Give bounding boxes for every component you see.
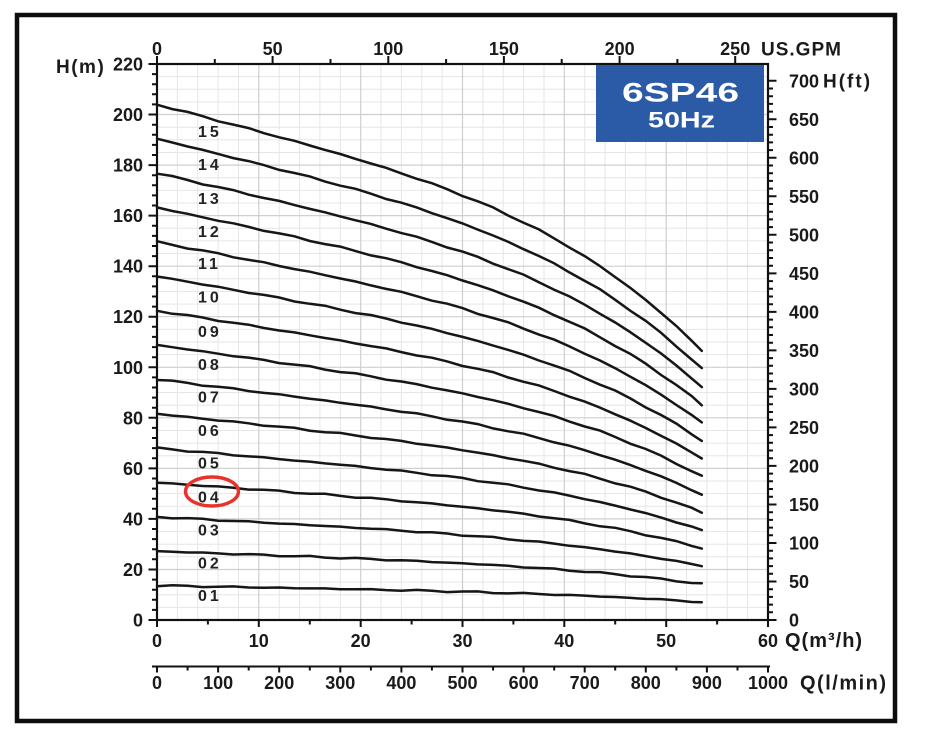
svg-text:500: 500: [789, 225, 819, 245]
svg-text:20: 20: [351, 631, 371, 651]
svg-text:200: 200: [789, 456, 819, 476]
svg-text:12: 12: [198, 224, 222, 241]
svg-text:Q(m³/h): Q(m³/h): [785, 630, 863, 652]
svg-text:01: 01: [198, 588, 222, 605]
svg-text:60: 60: [123, 459, 143, 479]
svg-text:150: 150: [789, 495, 819, 515]
svg-text:80: 80: [123, 408, 143, 428]
svg-text:160: 160: [113, 206, 143, 226]
svg-text:100: 100: [203, 673, 233, 693]
svg-text:05: 05: [198, 455, 222, 472]
svg-text:40: 40: [554, 631, 574, 651]
svg-text:0: 0: [133, 611, 143, 631]
svg-text:50: 50: [263, 39, 283, 59]
svg-text:100: 100: [373, 39, 403, 59]
svg-text:200: 200: [605, 39, 635, 59]
svg-text:150: 150: [489, 39, 519, 59]
svg-text:700: 700: [570, 673, 600, 693]
svg-text:250: 250: [789, 418, 819, 438]
svg-text:0: 0: [152, 39, 162, 59]
svg-text:0: 0: [152, 631, 162, 651]
svg-text:50: 50: [789, 572, 809, 592]
svg-text:400: 400: [386, 673, 416, 693]
svg-text:H(m): H(m): [56, 57, 105, 78]
svg-text:0: 0: [152, 673, 162, 693]
svg-text:09: 09: [198, 324, 222, 341]
svg-text:120: 120: [113, 307, 143, 327]
svg-text:04: 04: [198, 490, 222, 507]
svg-text:300: 300: [789, 379, 819, 399]
svg-text:13: 13: [198, 191, 222, 208]
svg-text:140: 140: [113, 257, 143, 277]
svg-text:40: 40: [123, 509, 143, 529]
svg-text:60: 60: [758, 631, 778, 651]
svg-text:Q(l/min): Q(l/min): [800, 673, 888, 695]
svg-text:07: 07: [198, 390, 222, 407]
svg-text:300: 300: [325, 673, 355, 693]
svg-text:800: 800: [631, 673, 661, 693]
svg-text:550: 550: [789, 187, 819, 207]
svg-text:400: 400: [789, 302, 819, 322]
svg-text:500: 500: [447, 673, 477, 693]
svg-text:03: 03: [198, 523, 222, 540]
svg-text:200: 200: [113, 105, 143, 125]
svg-text:10: 10: [198, 290, 222, 307]
svg-text:350: 350: [789, 341, 819, 361]
svg-text:08: 08: [198, 357, 222, 374]
svg-text:250: 250: [720, 39, 750, 59]
svg-text:220: 220: [113, 55, 143, 75]
svg-text:1000: 1000: [748, 673, 788, 693]
svg-text:02: 02: [198, 555, 222, 572]
svg-text:600: 600: [509, 673, 539, 693]
svg-text:650: 650: [789, 110, 819, 130]
svg-text:30: 30: [452, 631, 472, 651]
svg-text:450: 450: [789, 264, 819, 284]
svg-text:900: 900: [692, 673, 722, 693]
svg-text:180: 180: [113, 156, 143, 176]
svg-text:0: 0: [789, 611, 799, 631]
svg-text:600: 600: [789, 148, 819, 168]
svg-text:H(ft): H(ft): [823, 71, 872, 92]
svg-text:11: 11: [198, 256, 221, 273]
svg-text:14: 14: [198, 157, 222, 174]
svg-text:100: 100: [789, 534, 819, 554]
svg-text:700: 700: [789, 71, 819, 91]
svg-text:15: 15: [198, 124, 222, 141]
svg-text:10: 10: [249, 631, 269, 651]
svg-text:50: 50: [656, 631, 676, 651]
svg-text:20: 20: [123, 560, 143, 580]
svg-text:200: 200: [264, 673, 294, 693]
svg-text:50Hz: 50Hz: [648, 108, 715, 133]
svg-text:06: 06: [198, 423, 222, 440]
svg-text:6SP46: 6SP46: [622, 78, 739, 108]
svg-text:US.GPM: US.GPM: [761, 40, 842, 61]
svg-text:100: 100: [113, 358, 143, 378]
